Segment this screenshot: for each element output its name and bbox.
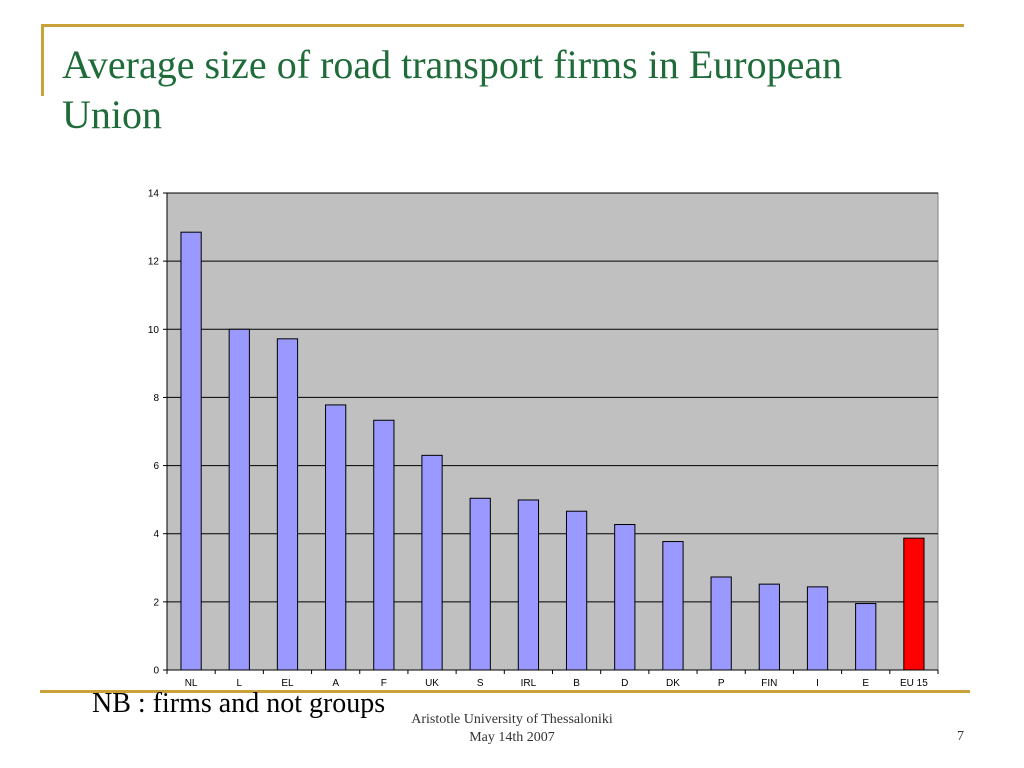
bar bbox=[806, 586, 829, 671]
x-tick-label: P bbox=[718, 678, 725, 689]
bar bbox=[469, 497, 491, 671]
bar bbox=[180, 231, 202, 671]
y-tick-label: 2 bbox=[153, 597, 159, 608]
x-tick-label: EU 15 bbox=[900, 678, 928, 689]
x-tick-label: IRL bbox=[521, 678, 537, 689]
bar bbox=[614, 524, 636, 671]
bar bbox=[662, 541, 684, 671]
page-number: 7 bbox=[957, 729, 964, 744]
footer-institution: Aristotle University of Thessaloniki bbox=[411, 712, 613, 727]
bottom-accent-rule bbox=[40, 690, 970, 693]
x-tick-label: DK bbox=[666, 678, 680, 689]
bar bbox=[517, 499, 540, 671]
bar bbox=[228, 328, 250, 671]
x-tick-label: A bbox=[332, 678, 339, 689]
x-tick-label: D bbox=[621, 678, 628, 689]
y-tick-label: 8 bbox=[153, 393, 159, 404]
x-tick-label: L bbox=[237, 678, 243, 689]
bar bbox=[421, 454, 443, 671]
bar bbox=[903, 537, 925, 671]
bar bbox=[373, 419, 395, 671]
x-tick-label: F bbox=[381, 678, 387, 689]
x-tick-label: B bbox=[573, 678, 580, 689]
top-accent-rule bbox=[44, 24, 964, 27]
left-accent-rule bbox=[41, 24, 44, 96]
bar bbox=[276, 338, 299, 671]
x-tick-label: E bbox=[862, 678, 869, 689]
bar bbox=[710, 576, 732, 671]
y-tick-label: 14 bbox=[148, 189, 160, 200]
x-tick-label: UK bbox=[425, 678, 439, 689]
y-tick-label: 10 bbox=[148, 325, 160, 336]
footer: Aristotle University of Thessaloniki May… bbox=[362, 711, 662, 747]
y-tick-label: 12 bbox=[148, 257, 160, 268]
x-tick-label: NL bbox=[185, 678, 198, 689]
x-tick-label: S bbox=[477, 678, 484, 689]
bar bbox=[565, 510, 588, 671]
x-tick-label: I bbox=[816, 678, 819, 689]
bar bbox=[325, 404, 347, 671]
slide-title: Average size of road transport firms in … bbox=[62, 42, 843, 137]
x-tick-label: FIN bbox=[761, 678, 777, 689]
y-tick-label: 6 bbox=[153, 461, 159, 472]
bar bbox=[758, 583, 780, 671]
footer-date: May 14th 2007 bbox=[469, 730, 555, 745]
bar bbox=[855, 603, 877, 671]
x-tick-label: EL bbox=[281, 678, 294, 689]
y-tick-label: 0 bbox=[153, 666, 159, 677]
footnote: NB : firms and not groups bbox=[92, 688, 386, 719]
y-tick-label: 4 bbox=[153, 529, 159, 540]
